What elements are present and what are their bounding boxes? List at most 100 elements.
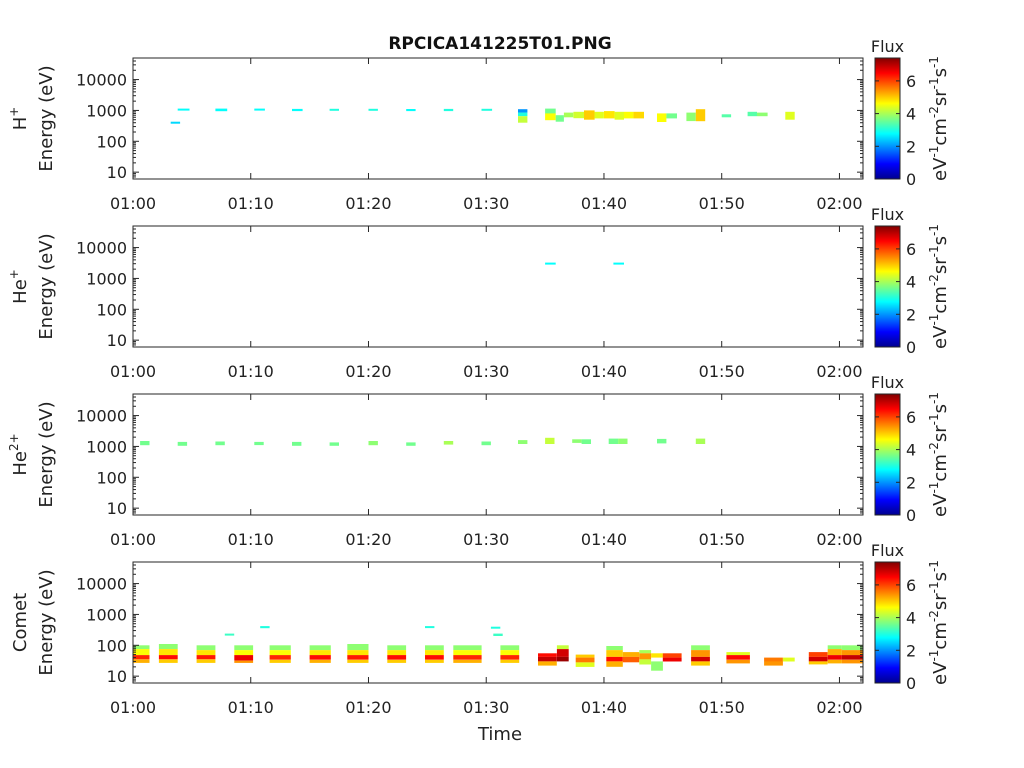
plot-area xyxy=(133,226,863,347)
flux-cell xyxy=(721,114,732,118)
x-tick-label: 01:00 xyxy=(110,194,156,213)
x-tick-label: 02:00 xyxy=(816,530,862,549)
flux-cell xyxy=(347,650,369,656)
y-tick-label: 10 xyxy=(107,499,127,518)
colorbar-tick-label: 0 xyxy=(906,506,916,525)
colorbar-gradient xyxy=(874,57,901,180)
flux-cell xyxy=(808,652,828,657)
colorbar-tick-label: 4 xyxy=(906,441,916,460)
flux-cell xyxy=(518,116,528,123)
flux-cell xyxy=(808,656,828,662)
colorbar-tick-label: 6 xyxy=(906,72,916,91)
flux-cell xyxy=(425,650,444,656)
x-tick-label: 01:20 xyxy=(345,530,391,549)
flux-cell xyxy=(500,645,520,651)
x-tick-label: 01:40 xyxy=(581,530,627,549)
flux-cell xyxy=(453,645,482,651)
flux-cell xyxy=(606,656,623,662)
x-tick-label: 01:50 xyxy=(699,698,745,717)
flux-cell xyxy=(158,649,178,656)
flux-cell xyxy=(406,109,416,112)
flux-cell xyxy=(556,656,569,662)
y-axis-label: Energy (eV) xyxy=(36,65,57,171)
plot-frame xyxy=(132,225,864,348)
flux-cell xyxy=(563,112,574,118)
flux-cell xyxy=(613,262,624,265)
flux-cell xyxy=(443,441,454,445)
flux-cell xyxy=(234,645,254,651)
flux-cell xyxy=(269,659,291,663)
flux-cell xyxy=(215,441,225,446)
species-label: Comet xyxy=(10,593,31,652)
colorbar-title: Flux xyxy=(871,205,904,224)
flux-cell xyxy=(133,645,150,650)
flux-cell xyxy=(691,650,710,657)
flux-cell xyxy=(538,653,557,657)
flux-cell xyxy=(518,109,528,113)
flux-cell xyxy=(622,656,640,663)
x-tick-label: 01:30 xyxy=(463,362,509,381)
colorbar: Flux 0 2 4 6 eV-1cm-2sr-1s-1 xyxy=(871,205,951,357)
colorbar: Flux 0 2 4 6 eV-1cm-2sr-1s-1 xyxy=(871,373,951,525)
panel-1: 01:00 01:10 01:20 01:30 01:40 01:50 02:00 10 100… xyxy=(7,37,951,213)
flux-cell xyxy=(518,440,528,444)
plot-frame xyxy=(132,57,864,180)
flux-cell xyxy=(545,262,556,265)
flux-cell xyxy=(606,646,623,651)
flux-cell xyxy=(254,108,265,111)
x-tick-label: 02:00 xyxy=(816,698,862,717)
flux-cell xyxy=(196,650,216,656)
flux-cell xyxy=(555,115,564,122)
x-tick-label: 01:50 xyxy=(699,194,745,213)
flux-cell xyxy=(518,112,528,117)
flux-cell xyxy=(425,645,444,651)
y-tick-label: 1000 xyxy=(86,437,127,456)
flux-cell xyxy=(695,109,706,122)
y-tick-label: 100 xyxy=(96,132,127,151)
x-tick-label: 01:30 xyxy=(463,194,509,213)
panel-3: 01:00 01:10 01:20 01:30 01:40 01:50 02:00 10 100… xyxy=(7,373,951,549)
x-tick-label: 01:40 xyxy=(581,698,627,717)
flux-cell xyxy=(493,633,503,636)
flux-cell xyxy=(234,650,254,656)
flux-cell xyxy=(196,655,216,660)
flux-cell xyxy=(215,108,228,112)
chart-title: RPCICA141225T01.PNG xyxy=(388,34,611,54)
flux-cell xyxy=(481,441,491,446)
flux-cell xyxy=(387,645,407,651)
flux-cell xyxy=(556,645,569,650)
flux-cell xyxy=(575,662,595,667)
flux-cell xyxy=(158,644,178,650)
flux-cell xyxy=(606,661,623,667)
plot-frame xyxy=(132,393,864,516)
flux-cell xyxy=(604,111,615,119)
colorbar-tick-label: 6 xyxy=(906,408,916,427)
x-axis-label: Time xyxy=(477,724,522,745)
flux-cell xyxy=(481,108,493,111)
species-label: He+ xyxy=(7,269,31,304)
flux-cell xyxy=(651,661,663,671)
x-tick-label: 01:20 xyxy=(345,698,391,717)
flux-cell xyxy=(234,655,254,661)
colorbar-gradient xyxy=(874,561,901,684)
flux-cell xyxy=(556,649,569,657)
flux-cell xyxy=(726,655,750,660)
flux-cell xyxy=(657,113,667,122)
y-tick-label: 10000 xyxy=(76,575,127,594)
flux-cell xyxy=(196,659,216,663)
flux-cell xyxy=(309,659,331,663)
y-tick-label: 100 xyxy=(96,636,127,655)
y-tick-label: 1000 xyxy=(86,605,127,624)
flux-cell xyxy=(368,441,378,446)
colorbar-unit-label: eV-1cm-2sr-1s-1 xyxy=(927,224,951,349)
flux-cell xyxy=(657,438,667,444)
flux-cell xyxy=(406,442,416,446)
flux-cell xyxy=(309,655,331,660)
colorbar-tick-label: 4 xyxy=(906,609,916,628)
flux-cell xyxy=(691,656,710,662)
flux-cell xyxy=(624,111,634,119)
flux-cell xyxy=(747,111,757,117)
colorbar-tick-label: 2 xyxy=(906,137,916,156)
flux-cell xyxy=(292,441,302,446)
